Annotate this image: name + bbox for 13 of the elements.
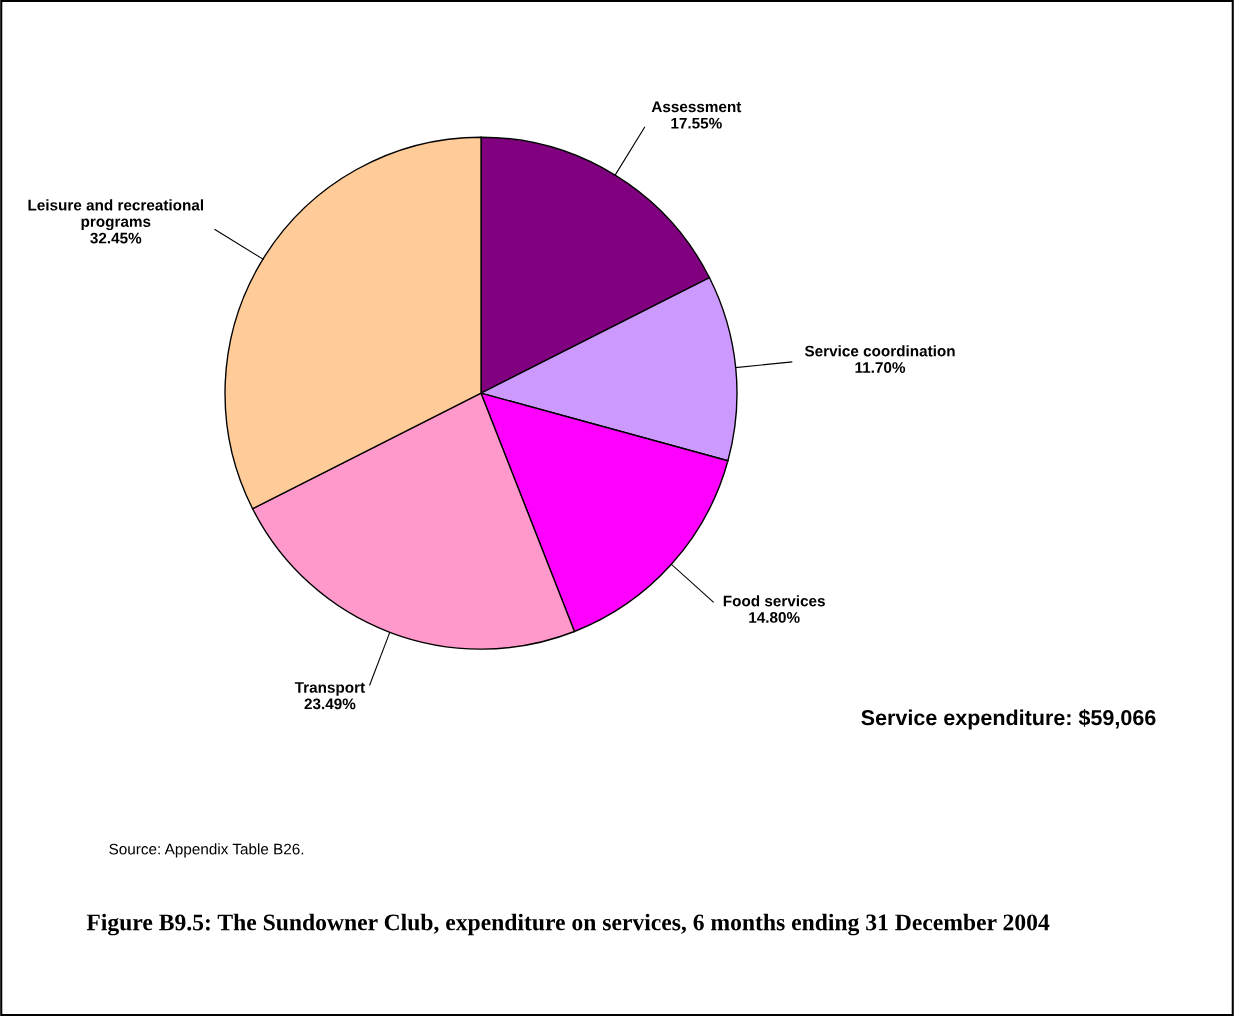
- source-note: Source: Appendix Table B26.: [109, 843, 304, 858]
- data-label: 23.49%: [304, 698, 356, 710]
- data-label: 32.45%: [90, 232, 142, 244]
- text: Service expenditure: $59,066: [861, 709, 1156, 730]
- data-label: 14.80%: [749, 612, 800, 623]
- slice-label: Transport: [294, 682, 365, 696]
- slice-label: Service coordination: [804, 345, 955, 357]
- data-label: 17.55%: [671, 117, 722, 129]
- slice-label: Food services: [723, 595, 825, 607]
- slice-label: Assessment: [651, 101, 742, 113]
- slice-label: Leisure and recreational programs: [28, 199, 203, 231]
- data-label: 11.70%: [855, 362, 906, 373]
- text: Figure B9.5: The Sundowner Club, expenditure on services, 6 months ending 31 December 2004: [86, 913, 1050, 936]
